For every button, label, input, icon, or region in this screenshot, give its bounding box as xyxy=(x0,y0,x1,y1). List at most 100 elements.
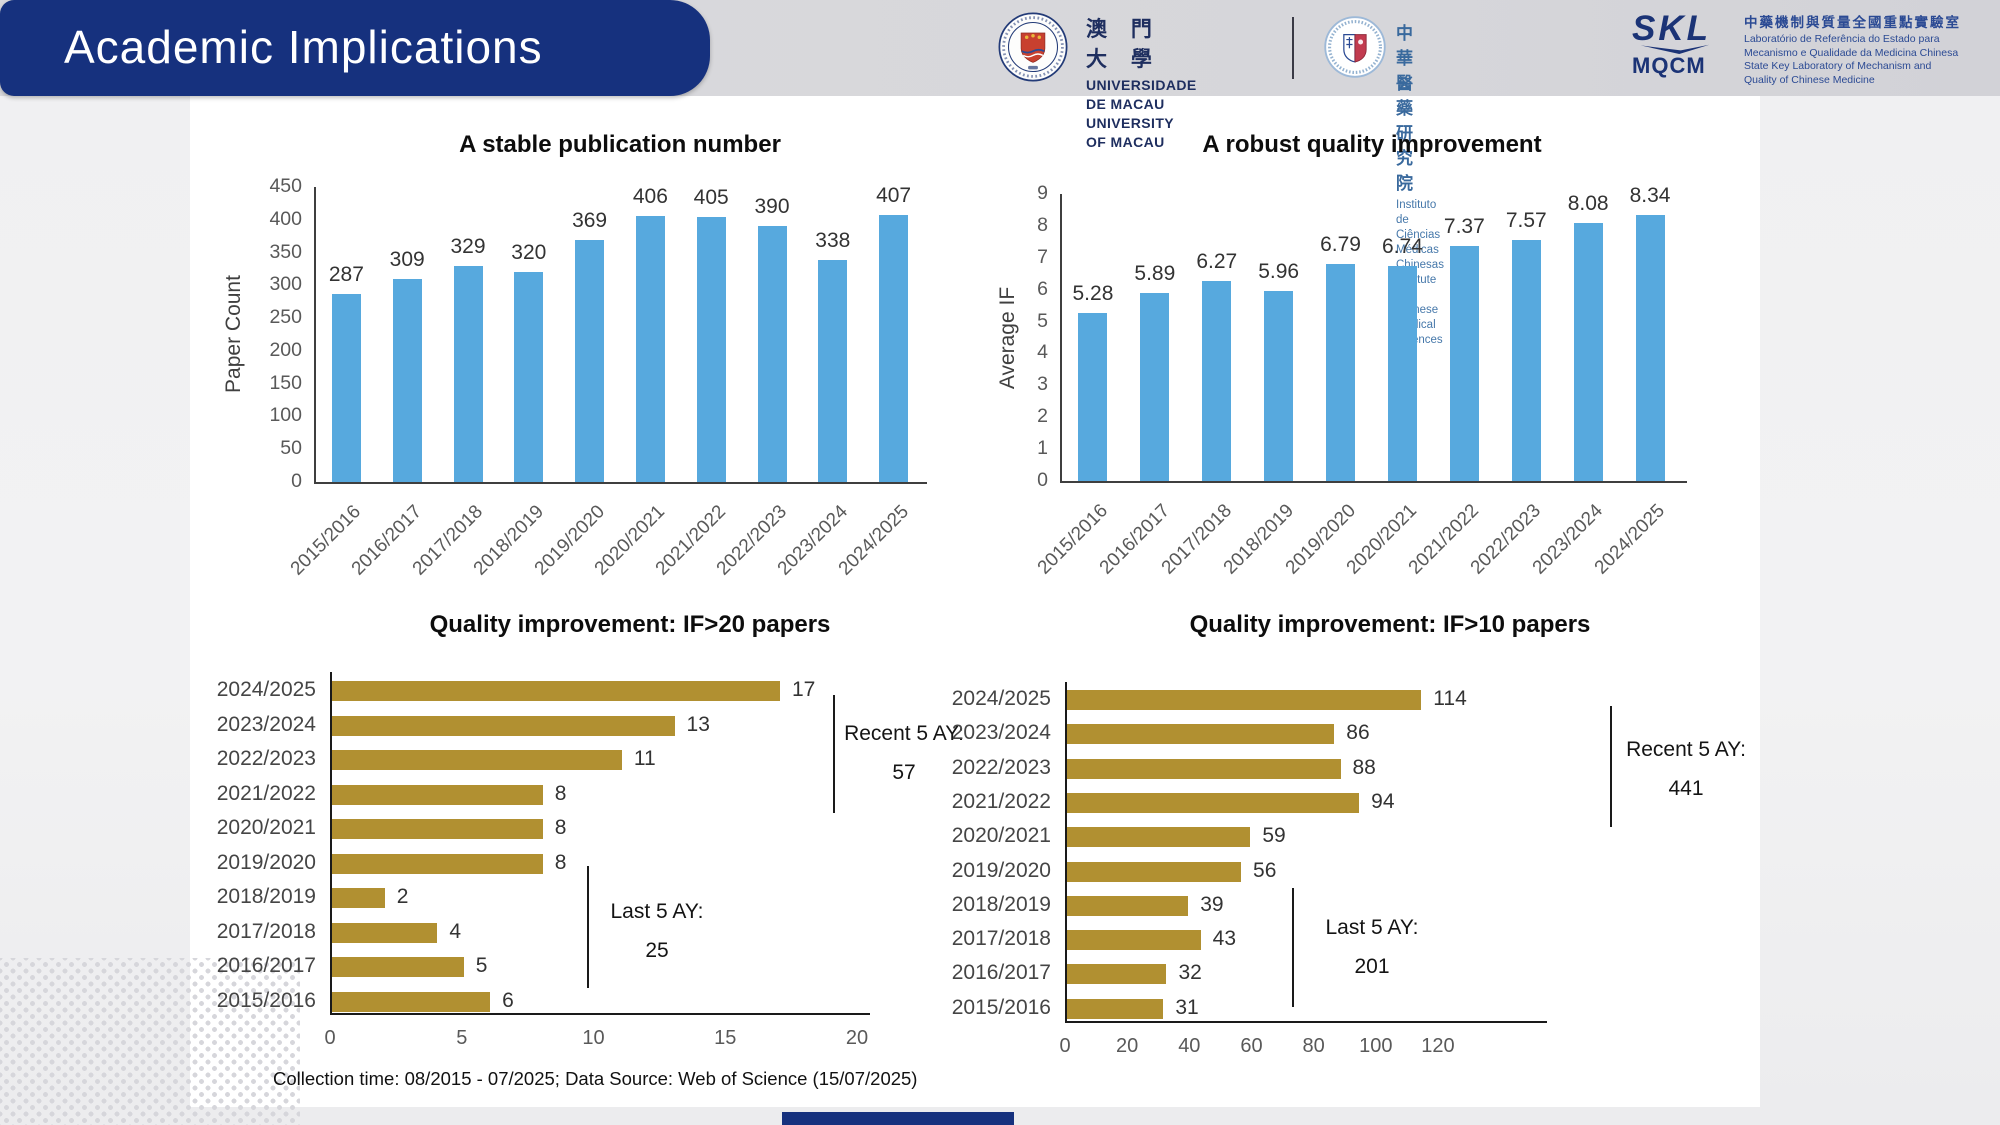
bar-value-label: 407 xyxy=(876,184,912,208)
y-tick-label: 1 xyxy=(1037,437,1048,460)
bar-value-label: 4 xyxy=(449,919,462,943)
bar xyxy=(514,272,544,482)
bar xyxy=(453,266,483,482)
annotation-value: 57 xyxy=(892,761,916,784)
bar xyxy=(1067,724,1335,745)
skl-mark-text: SKL xyxy=(1632,9,1711,48)
bar xyxy=(1078,312,1108,481)
bar-value-label: 39 xyxy=(1200,892,1224,916)
skl-name-english-2: Quality of Chinese Medicine xyxy=(1744,73,1875,86)
bar xyxy=(332,819,543,840)
x-tick-label: 60 xyxy=(1240,1035,1263,1057)
skl-name-chinese: 中藥機制與質量全國重點實驗室 xyxy=(1744,15,1961,30)
icms-seal-icon xyxy=(1324,16,1386,78)
bar xyxy=(757,226,787,482)
chart-title: A stable publication number xyxy=(459,131,781,158)
x-axis-line xyxy=(330,1013,870,1015)
y-tick-label: 6 xyxy=(1037,277,1048,300)
bar xyxy=(635,215,665,482)
bar-value-label: 6.27 xyxy=(1196,250,1238,274)
annotation-value: 25 xyxy=(645,939,669,962)
row-category-label: 2024/2025 xyxy=(216,678,316,701)
bar-value-label: 338 xyxy=(815,229,851,253)
bar-value-label: 5 xyxy=(475,954,488,978)
y-tick-label: 4 xyxy=(1037,341,1048,364)
bar-value-label: 8 xyxy=(554,781,567,805)
annotation-line-last-5ay xyxy=(1292,888,1294,1007)
bar-value-label: 56 xyxy=(1253,858,1277,882)
bar xyxy=(332,715,675,736)
annotation-value: 201 xyxy=(1354,955,1390,978)
content-panel xyxy=(190,94,1760,1107)
halftone-dots-bottom-left xyxy=(0,958,300,1125)
y-axis-line xyxy=(1060,194,1062,483)
y-axis-line xyxy=(314,187,316,484)
bar xyxy=(332,681,780,701)
annotation-last-5ay: Last 5 AY: 201 xyxy=(1306,916,1438,979)
bar xyxy=(818,260,848,482)
row-category-label: 2015/2016 xyxy=(951,995,1051,1019)
bar-value-label: 8 xyxy=(554,816,567,840)
skl-mqcm-text: 中藥機制與質量全國重點實驗室 Laboratório de Referência… xyxy=(1744,11,1961,87)
row-category-label: 2024/2025 xyxy=(951,687,1051,710)
bar-value-label: 2 xyxy=(396,885,409,909)
mqcm-mark-text: MQCM xyxy=(1632,53,1706,78)
bar-value-label: 31 xyxy=(1175,995,1199,1019)
bar xyxy=(1140,293,1170,481)
skl-name-portuguese-2: Mecanismo e Qualidade da Medicina Chines… xyxy=(1744,46,1959,59)
bar xyxy=(332,750,622,771)
uom-name-chinese: 澳 門 大 學 xyxy=(1086,18,1161,71)
bar xyxy=(1067,758,1341,779)
row-category-label: 2021/2022 xyxy=(951,789,1051,813)
annotation-last-5ay: Last 5 AY: 25 xyxy=(592,900,722,963)
uom-name-english: UNIVERSITY OF MACAU xyxy=(1086,115,1174,150)
skl-name-english-1: State Key Laboratory of Mechanism and xyxy=(1744,60,1932,72)
skl-swoosh-icon xyxy=(1640,44,1710,54)
y-tick-label: 300 xyxy=(269,273,302,296)
y-tick-label: 8 xyxy=(1037,213,1048,236)
x-tick-label: 20 xyxy=(1116,1035,1139,1057)
bar-value-label: 88 xyxy=(1352,755,1376,779)
bar xyxy=(332,853,543,874)
x-tick-label: 5 xyxy=(456,1027,468,1049)
bar-value-label: 406 xyxy=(632,184,668,208)
bar xyxy=(1067,690,1422,710)
annotation-line-last-5ay xyxy=(587,866,589,988)
row-category-label: 2017/2018 xyxy=(951,927,1051,951)
slide-title-box: Academic Implications xyxy=(0,0,710,96)
university-of-macau-crest-icon xyxy=(998,12,1068,82)
x-tick-label: 100 xyxy=(1359,1035,1393,1057)
logo-divider xyxy=(1292,17,1294,79)
x-axis-line xyxy=(1060,481,1687,483)
skl-name-portuguese-1: Laboratório de Referência do Estado para xyxy=(1744,33,1940,45)
bar xyxy=(332,922,438,943)
bar xyxy=(1573,223,1603,481)
bar-value-label: 320 xyxy=(511,241,547,265)
y-tick-label: 250 xyxy=(269,306,302,329)
x-tick-label: 40 xyxy=(1178,1035,1201,1057)
row-category-label: 2022/2023 xyxy=(216,747,316,771)
footer-accent-bar xyxy=(782,1112,1014,1125)
bar xyxy=(1511,239,1541,481)
row-category-label: 2015/2016 xyxy=(216,988,316,1012)
x-tick-label: 20 xyxy=(845,1027,869,1049)
y-tick-label: 450 xyxy=(269,175,302,197)
y-tick-label: 2 xyxy=(1037,405,1048,428)
collection-time-note: Collection time: 08/2015 - 07/2025; Data… xyxy=(273,1068,918,1089)
row-category-label: 2019/2020 xyxy=(951,858,1051,882)
annotation-value: 441 xyxy=(1668,777,1704,800)
x-axis-line xyxy=(314,482,927,484)
x-tick-label: 80 xyxy=(1302,1035,1325,1057)
bar xyxy=(332,991,491,1012)
annotation-recent-5ay: Recent 5 AY: 441 xyxy=(1616,738,1756,801)
y-tick-label: 3 xyxy=(1037,373,1048,396)
bar xyxy=(1635,215,1665,481)
x-tick-label: 0 xyxy=(324,1027,336,1049)
y-tick-label: 150 xyxy=(269,371,302,394)
x-tick-label: 120 xyxy=(1421,1035,1455,1057)
icms-name-chinese: 中 華 醫 藥 研 究 院 xyxy=(1396,24,1419,193)
bar xyxy=(1067,792,1360,813)
row-category-label: 2020/2021 xyxy=(951,824,1051,848)
